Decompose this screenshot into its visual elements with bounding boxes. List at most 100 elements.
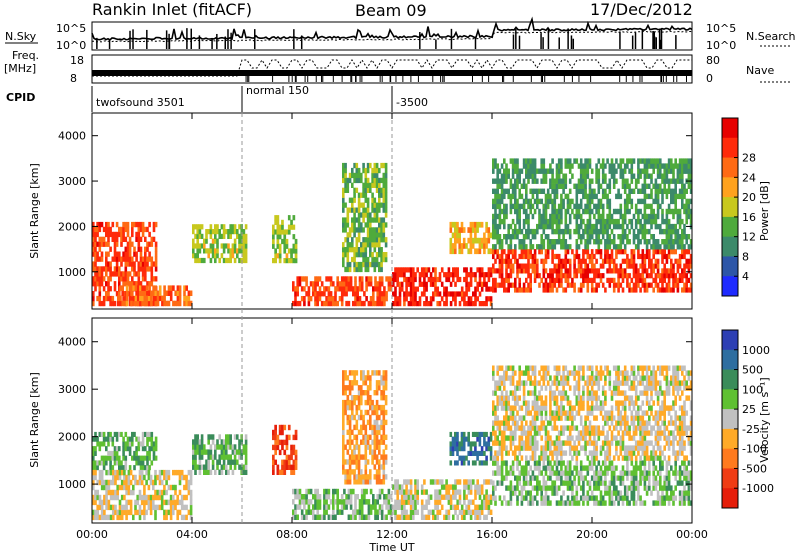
heatmap-cell: [360, 499, 364, 505]
heatmap-cell: [364, 222, 368, 228]
heatmap-cell: [639, 228, 642, 235]
heatmap-cell: [579, 168, 583, 174]
heatmap-cell: [518, 228, 521, 235]
heatmap-cell: [676, 208, 680, 215]
heatmap-cell: [503, 193, 506, 200]
heatmap-cell: [458, 276, 462, 283]
heatmap-cell: [630, 263, 634, 269]
heatmap-cell: [498, 193, 502, 200]
heatmap-cell: [378, 217, 381, 223]
heatmap-cell: [130, 290, 133, 296]
heatmap-cell: [476, 248, 479, 255]
heatmap-cell: [102, 460, 106, 466]
heatmap-cell: [599, 239, 603, 245]
heatmap-cell: [573, 258, 576, 264]
heatmap-cell: [198, 229, 202, 235]
heatmap-cell: [518, 460, 521, 466]
heatmap-cell: [128, 465, 132, 471]
heatmap-cell: [551, 258, 554, 264]
heatmap-cell: [527, 218, 530, 225]
heatmap-cell: [378, 469, 381, 475]
heatmap-cell: [496, 168, 499, 174]
heatmap-cell: [203, 238, 206, 244]
heatmap-cell: [650, 490, 653, 496]
heatmap-cell: [612, 258, 616, 264]
heatmap-cell: [360, 242, 363, 248]
heatmap-cell: [529, 163, 532, 169]
heatmap-cell: [231, 248, 235, 254]
heatmap-cell: [120, 509, 124, 516]
heatmap-cell: [584, 158, 587, 164]
heatmap-cell: [663, 273, 666, 279]
heatmap-cell: [172, 504, 175, 511]
heatmap-cell: [634, 465, 638, 471]
heatmap-cell: [380, 237, 383, 243]
heatmap-cell: [634, 223, 638, 230]
heatmap-cell: [652, 239, 655, 245]
heatmap-cell: [579, 470, 583, 476]
heatmap-cell: [292, 499, 295, 505]
heatmap-cell: [637, 277, 640, 283]
heatmap-cell: [98, 494, 102, 501]
heatmap-cell: [520, 490, 524, 496]
heatmap-cell: [303, 296, 306, 302]
heatmap-cell: [131, 221, 134, 228]
heatmap-cell: [139, 300, 142, 307]
heatmap-cell: [676, 213, 680, 220]
heatmap-cell: [141, 460, 145, 466]
heatmap-cell: [612, 239, 616, 245]
heatmap-cell: [645, 168, 649, 174]
heatmap-cell: [96, 479, 99, 486]
heatmap-cell: [147, 290, 151, 296]
heatmap-cell: [137, 460, 141, 466]
heatmap-cell: [612, 277, 616, 283]
heatmap-cell: [615, 485, 618, 491]
heatmap-cell: [637, 485, 640, 491]
heatmap-cell: [478, 248, 482, 255]
heatmap-cell: [129, 489, 133, 496]
heatmap-cell: [344, 162, 347, 169]
heatmap-cell: [343, 286, 346, 292]
heatmap-cell: [564, 228, 568, 235]
heatmap-cell: [665, 282, 669, 288]
heatmap-cell: [378, 370, 381, 376]
heatmap-cell: [619, 244, 623, 250]
heatmap-cell: [354, 291, 357, 297]
heatmap-cell: [371, 459, 374, 465]
heatmap-cell: [564, 158, 568, 164]
heatmap-cell: [575, 465, 579, 471]
heatmap-cell: [659, 287, 662, 293]
heatmap-cell: [553, 263, 557, 269]
heatmap-cell: [492, 223, 495, 230]
heatmap-cell: [378, 177, 381, 184]
heatmap-cell: [189, 290, 193, 296]
heatmap-cell: [654, 163, 658, 169]
heatmap-cell: [503, 173, 506, 179]
heatmap-cell: [514, 193, 517, 200]
heatmap-cell: [681, 178, 684, 184]
heatmap-cell: [423, 267, 426, 273]
heatmap-cell: [244, 224, 248, 230]
heatmap-cell: [94, 256, 97, 262]
heatmap-cell: [487, 499, 491, 505]
heatmap-cell: [553, 282, 557, 288]
heatmap-cell: [478, 243, 482, 249]
heatmap-cell: [522, 198, 526, 205]
heatmap-cell: [349, 514, 353, 520]
heatmap-cell: [667, 253, 671, 260]
heatmap-cell: [483, 431, 486, 437]
heatmap-cell: [670, 258, 673, 264]
heatmap-cell: [425, 286, 428, 292]
heatmap-cell: [645, 193, 649, 200]
heatmap-cell: [458, 455, 461, 461]
heatmap-cell: [676, 263, 680, 269]
heatmap-cell: [348, 370, 352, 376]
heatmap-cell: [103, 484, 106, 491]
heatmap-cell: [536, 268, 539, 274]
heatmap-cell: [615, 158, 618, 164]
heatmap-cell: [449, 441, 453, 447]
heatmap-cell: [648, 263, 651, 269]
heatmap-cell: [131, 231, 134, 238]
power-heatmap: [92, 158, 693, 307]
heatmap-cell: [375, 385, 379, 391]
